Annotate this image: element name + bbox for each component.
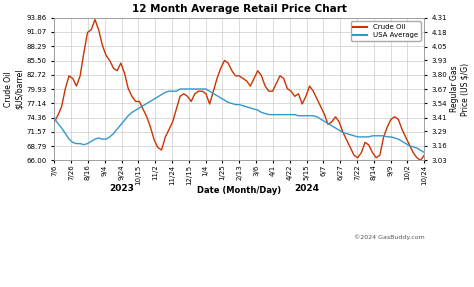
Y-axis label: Regular Gas
Price (US $/G): Regular Gas Price (US $/G) <box>450 63 470 116</box>
Title: 12 Month Average Retail Price Chart: 12 Month Average Retail Price Chart <box>132 4 346 14</box>
Text: 2023: 2023 <box>109 184 134 193</box>
Legend: Crude Oil, USA Average: Crude Oil, USA Average <box>351 21 421 41</box>
Y-axis label: Crude Oil
$US/barrel: Crude Oil $US/barrel <box>4 69 24 109</box>
Text: 2024: 2024 <box>294 184 319 193</box>
Text: ©2024 GasBuddy.com: ©2024 GasBuddy.com <box>354 234 424 240</box>
X-axis label: Date (Month/Day): Date (Month/Day) <box>197 186 281 195</box>
